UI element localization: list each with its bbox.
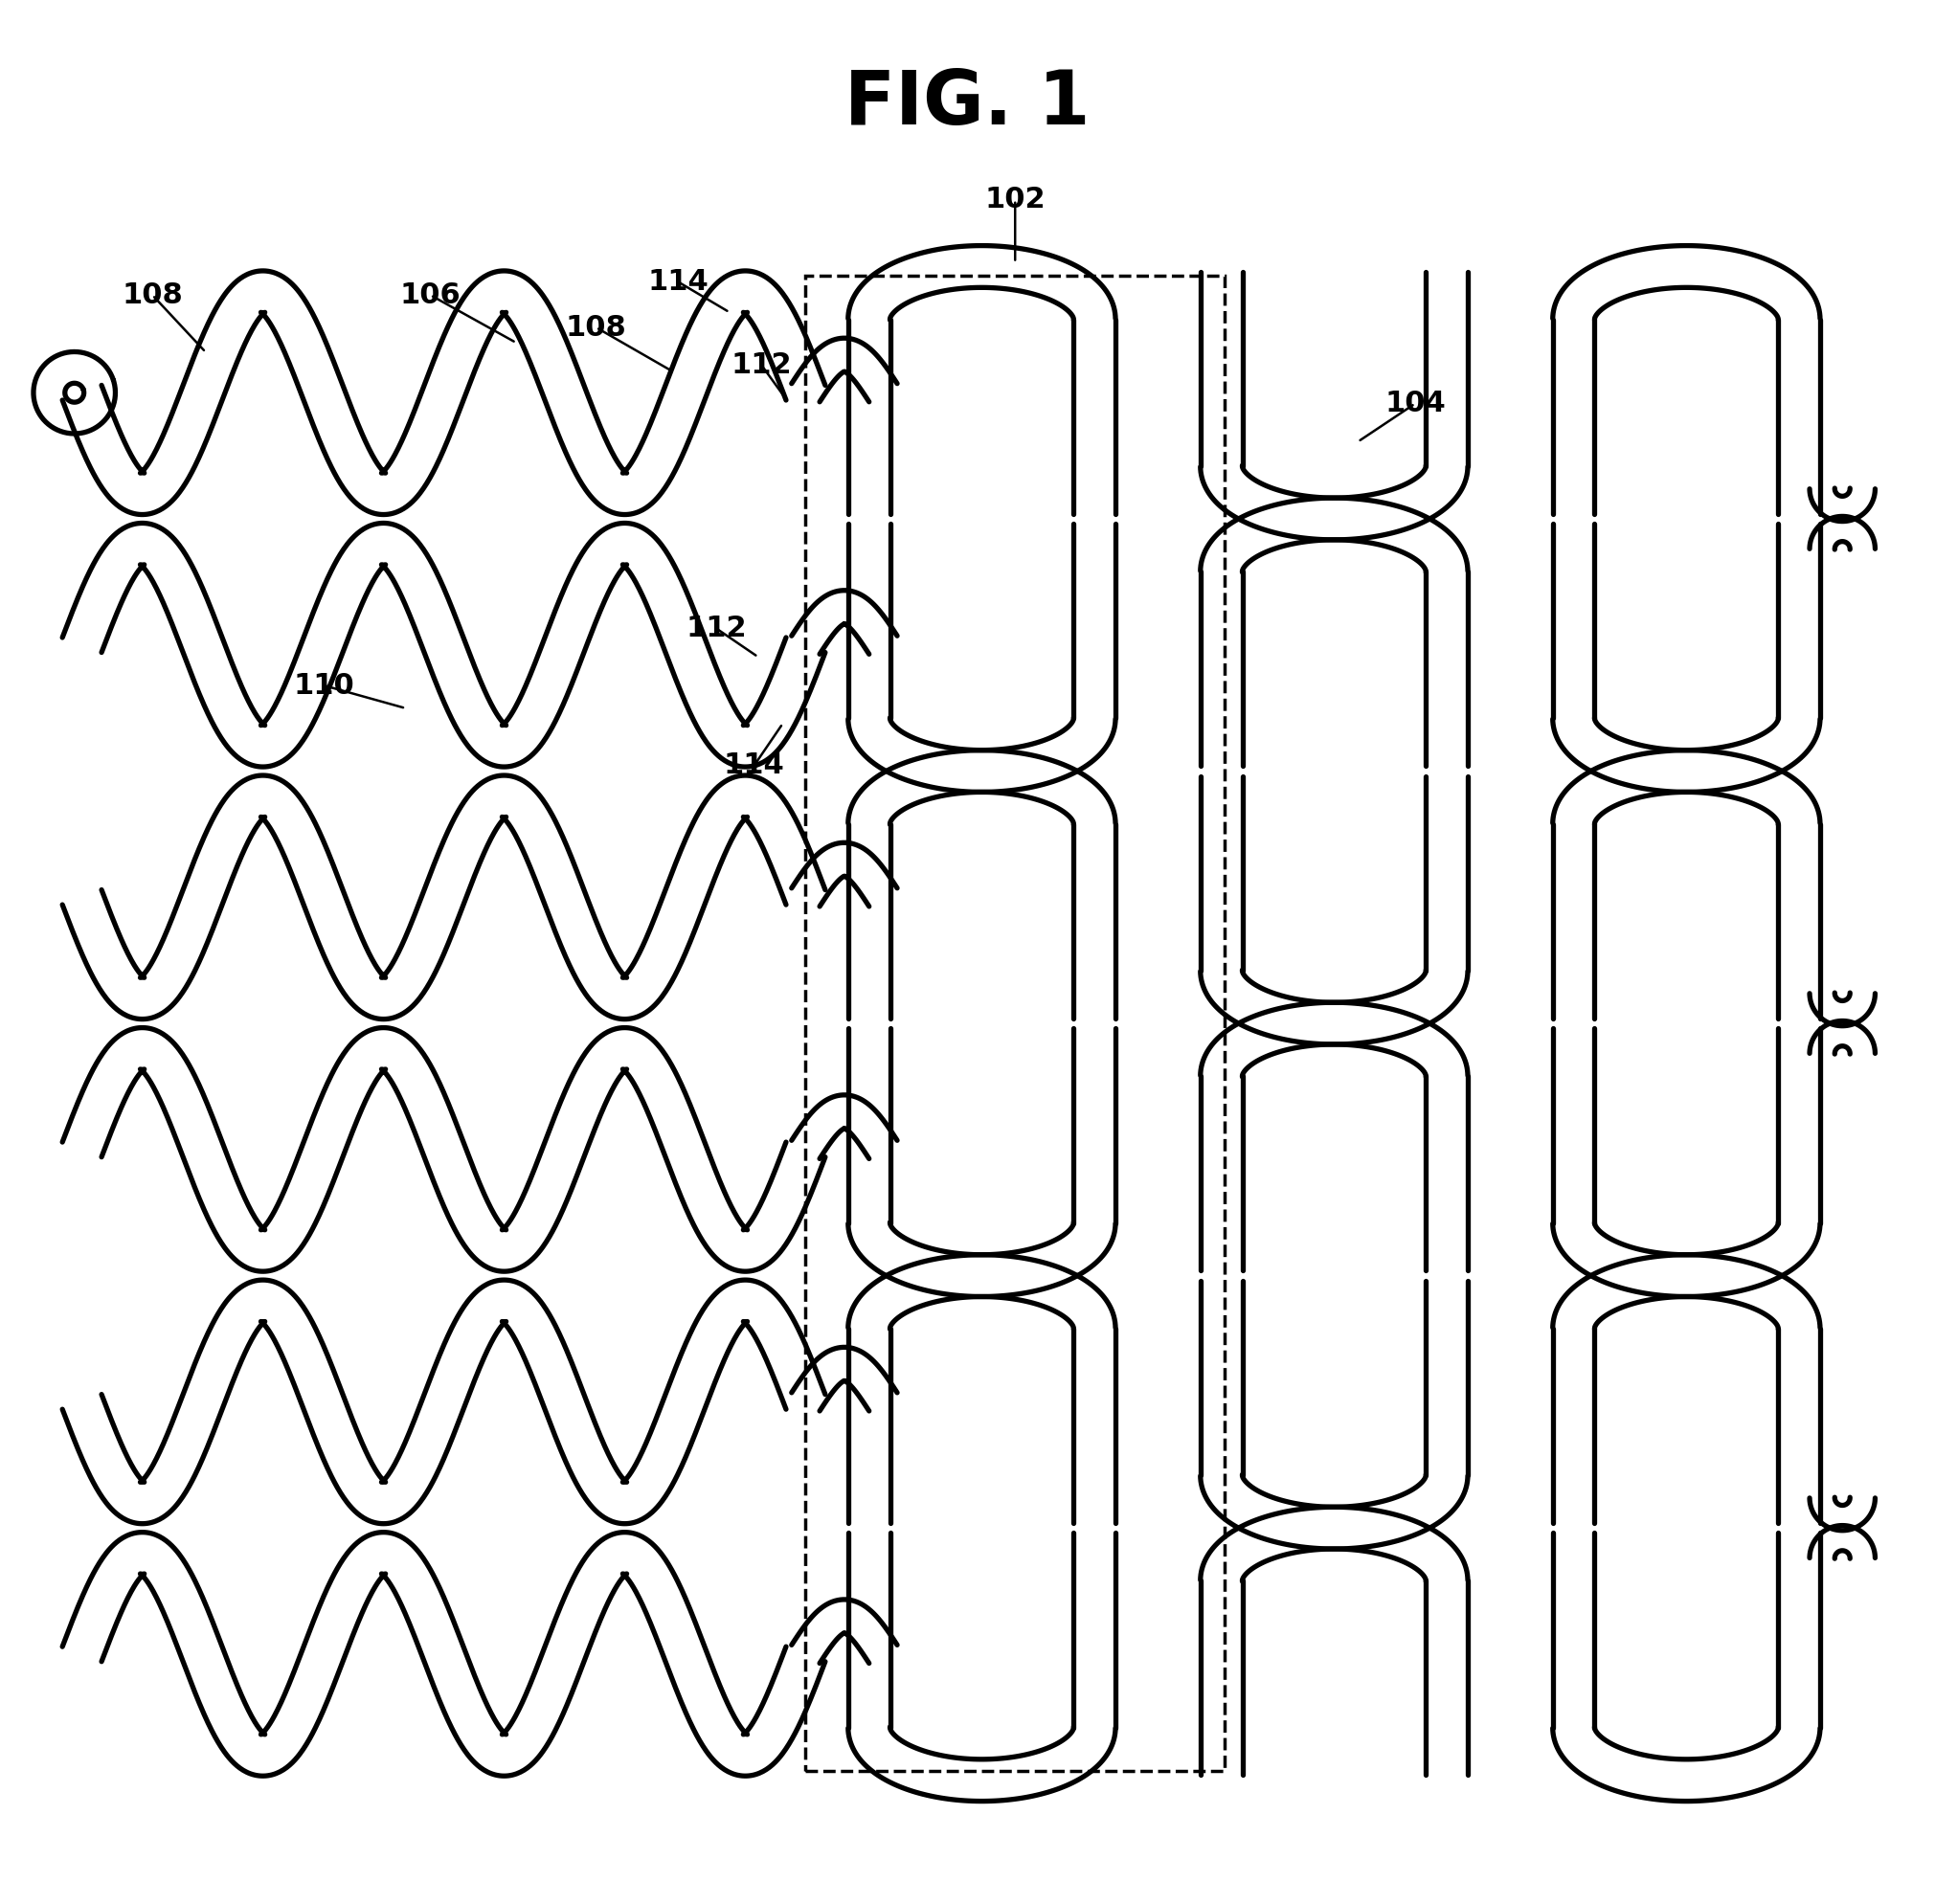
Text: 106: 106: [401, 282, 461, 308]
Bar: [805, 276, 1225, 1771]
Text: 114: 114: [648, 268, 708, 295]
Text: 112: 112: [731, 352, 791, 379]
Text: 110: 110: [294, 672, 354, 699]
Text: 112: 112: [685, 615, 747, 642]
Text: 104: 104: [1385, 390, 1445, 417]
Text: FIG. 1: FIG. 1: [846, 67, 1089, 139]
Text: 114: 114: [724, 752, 786, 779]
Text: 108: 108: [122, 282, 184, 308]
Text: 102: 102: [985, 187, 1045, 213]
Text: 108: 108: [565, 314, 627, 341]
